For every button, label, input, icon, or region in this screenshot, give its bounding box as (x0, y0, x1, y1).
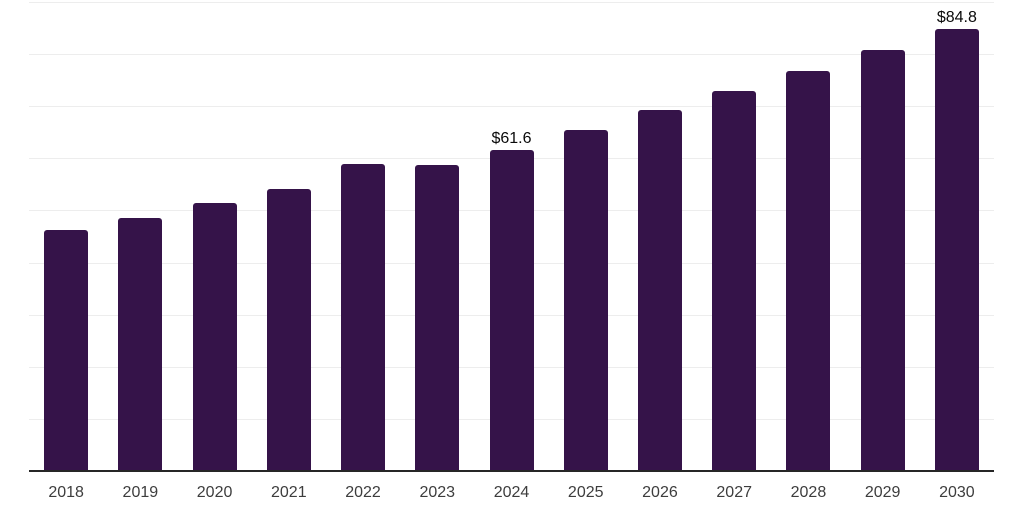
bar-2023 (415, 164, 460, 471)
bar-2029 (860, 50, 905, 471)
x-tick-2020: 2020 (196, 484, 233, 501)
bar-2019 (118, 217, 163, 471)
x-tick-2028: 2028 (790, 484, 827, 501)
x-tick-2022: 2022 (345, 484, 381, 501)
bar-2025 (563, 129, 608, 471)
bar-2018 (44, 229, 89, 471)
bar-2021 (266, 188, 311, 471)
bar-2028 (786, 70, 831, 471)
x-tick-2018: 2018 (48, 484, 84, 501)
bar-2027 (712, 91, 757, 471)
bar-2022 (341, 164, 386, 471)
x-tick-2029: 2029 (864, 484, 901, 501)
x-tick-2030: 2030 (939, 484, 975, 501)
x-tick-2019: 2019 (122, 484, 159, 501)
x-tick-2026: 2026 (642, 484, 678, 501)
gridline-y80 (29, 54, 994, 56)
x-tick-2027: 2027 (716, 484, 752, 501)
x-tick-2024: 2024 (493, 484, 530, 501)
bar-2030 (934, 29, 979, 471)
gridline-y70 (29, 106, 994, 108)
bar-2026 (637, 110, 682, 471)
x-tick-2023: 2023 (419, 484, 456, 501)
bar-2020 (192, 203, 237, 471)
x-tick-2021: 2021 (271, 484, 307, 501)
bar-value-label-2030: $84.8 (936, 9, 977, 27)
bar-2024 (489, 149, 534, 471)
x-tick-2025: 2025 (567, 484, 604, 501)
gridline-y90 (29, 2, 994, 3)
x-axis-line (29, 470, 994, 472)
bar-value-label-2024: $61.6 (491, 129, 532, 147)
